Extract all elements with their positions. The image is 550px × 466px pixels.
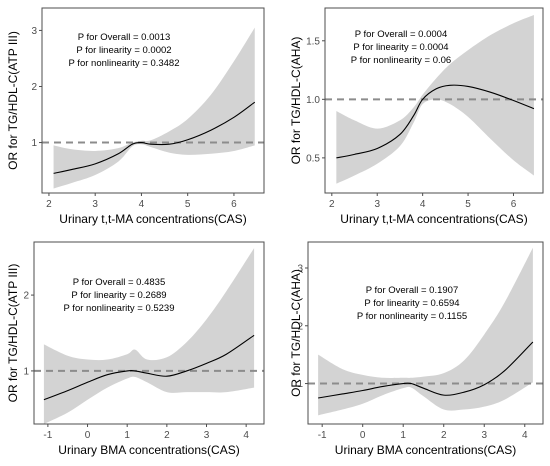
y-tick-label: 3: [31, 26, 37, 37]
plot-area: [42, 27, 264, 189]
x-tick-label: 4: [420, 199, 426, 210]
y-tick-label: 1.0: [306, 95, 320, 106]
x-tick-label: 5: [185, 199, 191, 210]
x-tick-label: 4: [522, 430, 528, 441]
panel-top-left: 2 3 4 5 6 1 2 3 Urinary t,t-MA concentrations(CA…: [6, 7, 265, 226]
p-value-annotation: P for linearity = 0.0002: [76, 45, 171, 56]
panel-border: [41, 7, 265, 194]
p-value-annotation: P for nonlinearity = 0.3482: [69, 58, 180, 69]
p-value-annotation: P for nonlinearity = 0.5239: [64, 303, 175, 314]
x-tick-label: -1: [318, 430, 327, 441]
x-tick-label: 3: [92, 199, 98, 210]
x-tick-label: 2: [164, 430, 170, 441]
x-tick-label: 0: [85, 430, 91, 441]
x-tick-label: 5: [465, 199, 471, 210]
p-value-annotation: P for Overall = 0.1907: [366, 285, 459, 296]
p-value-annotation: P for Overall = 0.4835: [73, 277, 166, 288]
x-tick-label: 6: [511, 199, 517, 210]
x-axis-label: Urinary t,t-MA concentrations(CAS): [59, 212, 246, 226]
y-tick-label: 3: [297, 264, 303, 275]
or-curve: [318, 341, 534, 399]
p-value-annotation: P for Overall = 0.0004: [355, 29, 448, 40]
or-curve: [336, 84, 535, 159]
p-value-annotation: P for nonlinearity = 0.06: [351, 55, 451, 66]
panel-top-right: 2 3 4 5 6 0.5 1.0 1.5 Urinary t,t-MA concentrati…: [289, 7, 544, 226]
x-tick-label: 1: [400, 430, 406, 441]
panel-bottom-right: -1 0 1 2 3 4 1 2 3 Urinary BMA concentrations(CAS…: [289, 241, 544, 457]
y-tick-label: 2: [31, 82, 37, 93]
x-tick-label: -1: [43, 430, 52, 441]
plot-area: [325, 15, 543, 184]
confidence-band: [318, 247, 533, 416]
confidence-band: [43, 248, 255, 424]
x-tick-label: 3: [204, 430, 210, 441]
panel-border: [324, 7, 544, 194]
x-axis-label: Urinary BMA concentrations(CAS): [335, 443, 516, 457]
y-tick-label: 2: [23, 291, 29, 302]
y-tick-label: 1: [23, 366, 29, 377]
x-axis-label: Urinary t,t-MA concentrations(CAS): [340, 212, 527, 226]
p-value-annotation: P for linearity = 0.2689: [71, 290, 166, 301]
x-tick-label: 6: [231, 199, 237, 210]
p-value-annotation: P for nonlinearity = 0.1155: [357, 311, 467, 322]
or-curve: [53, 101, 256, 174]
plot-area: [34, 248, 264, 424]
p-value-annotation: P for Overall = 0.0013: [78, 32, 171, 43]
y-tick-label: 2: [297, 321, 303, 332]
x-tick-label: 4: [139, 199, 145, 210]
confidence-band: [53, 27, 255, 189]
panel-bottom-left: -1 0 1 2 3 4 1 2 Urinary BMA concentrations(CAS)…: [6, 241, 265, 457]
y-axis-label: OR for TG/HDL-C(ATP III): [6, 264, 20, 403]
or-curve: [43, 334, 255, 401]
y-axis-label: OR for TG/HDL-C(ATP III): [6, 31, 20, 170]
y-axis-label: OR for TG/HDL-C(AHA): [289, 269, 303, 397]
y-axis-label: OR for TG/HDL-C(AHA): [289, 37, 303, 165]
x-tick-label: 2: [46, 199, 52, 210]
y-tick-label: 1: [297, 379, 303, 390]
x-tick-label: 0: [360, 430, 366, 441]
x-axis-label: Urinary BMA concentrations(CAS): [58, 443, 239, 457]
x-tick-label: 2: [441, 430, 447, 441]
panel-border: [33, 241, 265, 425]
x-tick-label: 2: [329, 199, 335, 210]
plot-area: [308, 247, 543, 416]
panel-border: [307, 241, 544, 425]
y-tick-label: 1.5: [306, 36, 320, 47]
p-value-annotation: P for linearity = 0.0004: [353, 42, 448, 53]
y-tick-label: 1: [31, 138, 37, 149]
x-tick-label: 3: [481, 430, 487, 441]
x-tick-label: 1: [124, 430, 130, 441]
x-tick-label: 3: [374, 199, 380, 210]
x-tick-label: 4: [243, 430, 249, 441]
p-value-annotation: P for linearity = 0.6594: [364, 298, 459, 309]
y-tick-label: 0.5: [306, 153, 320, 164]
